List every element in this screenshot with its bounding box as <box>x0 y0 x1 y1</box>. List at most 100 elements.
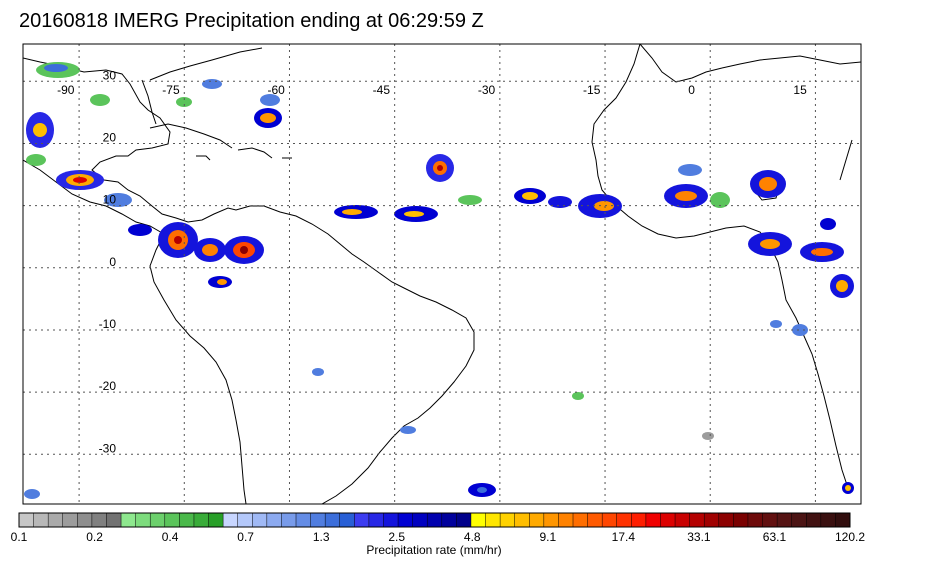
longitude-label: -75 <box>162 83 180 97</box>
coastlines <box>23 44 861 504</box>
longitude-label: -15 <box>583 83 601 97</box>
longitude-label: -45 <box>373 83 391 97</box>
page-title: 20160818 IMERG Precipitation ending at 0… <box>19 10 484 32</box>
colorbar-swatch <box>485 513 501 527</box>
colorbar-swatch <box>733 513 749 527</box>
colorbar-tick-label: 9.1 <box>539 530 556 544</box>
latitude-label: 10 <box>103 193 117 207</box>
colorbar-swatch <box>339 513 355 527</box>
colorbar-swatch <box>310 513 326 527</box>
colorbar-tick-label: 33.1 <box>687 530 711 544</box>
colorbar-swatch <box>62 513 78 527</box>
colorbar-swatch <box>529 513 545 527</box>
longitude-label: 0 <box>688 83 695 97</box>
coastline-central-america <box>23 57 251 223</box>
colorbar-swatch <box>33 513 49 527</box>
colorbar-swatch <box>325 513 341 527</box>
colorbar-swatch <box>354 513 370 527</box>
colorbar-swatch <box>835 513 851 527</box>
colorbar-swatch <box>19 513 34 527</box>
colorbar-swatch <box>135 513 151 527</box>
colorbar-swatch <box>675 513 691 527</box>
colorbar-tick-label: 2.5 <box>388 530 405 544</box>
colorbar-swatch <box>281 513 297 527</box>
colorbar-swatch <box>718 513 734 527</box>
colorbar-swatch <box>121 513 137 527</box>
colorbar-swatch <box>179 513 195 527</box>
colorbar-swatches <box>19 513 851 527</box>
colorbar-swatch <box>777 513 793 527</box>
coastline-red-sea <box>839 139 853 181</box>
colorbar-swatch <box>558 513 574 527</box>
colorbar-swatch <box>543 513 559 527</box>
latitude-label: 30 <box>103 68 117 82</box>
colorbar-tick-label: 1.3 <box>313 530 330 544</box>
coastline-jamaica <box>196 155 211 161</box>
colorbar-swatch <box>470 513 486 527</box>
colorbar-swatch <box>645 513 661 527</box>
gridlines <box>23 44 861 504</box>
colorbar-swatch <box>164 513 180 527</box>
colorbar-swatch <box>427 513 443 527</box>
colorbar-swatch <box>383 513 399 527</box>
coastline-west-africa <box>591 44 849 489</box>
colorbar-swatch <box>441 513 457 527</box>
colorbar-swatch <box>587 513 603 527</box>
colorbar-swatch <box>820 513 836 527</box>
colorbar-tick-labels: 0.1 0.2 0.4 0.7 1.3 2.5 4.8 9.1 17.4 33.1 63.1 120.… <box>11 530 866 544</box>
colorbar-swatch <box>747 513 763 527</box>
colorbar-swatch <box>77 513 93 527</box>
colorbar-swatch <box>48 513 64 527</box>
latitude-label: -10 <box>99 317 117 331</box>
colorbar-swatch <box>252 513 268 527</box>
colorbar-swatch <box>660 513 676 527</box>
colorbar-swatch <box>237 513 253 527</box>
colorbar-swatch <box>806 513 822 527</box>
coastline-hispaniola <box>237 147 273 159</box>
colorbar-swatch <box>704 513 720 527</box>
colorbar-tick-label: 63.1 <box>763 530 787 544</box>
colorbar-swatch <box>223 513 239 527</box>
colorbar-swatch <box>296 513 311 527</box>
colorbar-tick-label: 120.2 <box>835 530 865 544</box>
colorbar-tick-label: 0.1 <box>11 530 28 544</box>
colorbar-tick-label: 0.4 <box>162 530 179 544</box>
colorbar-swatch <box>616 513 632 527</box>
coastline-south-america <box>250 205 475 504</box>
colorbar-swatch <box>412 513 428 527</box>
colorbar-swatch <box>631 513 647 527</box>
coastline-mediterranean <box>721 55 861 69</box>
latitude-label: -30 <box>99 441 117 455</box>
colorbar-swatch <box>91 513 107 527</box>
colorbar-swatch <box>602 513 618 527</box>
colorbar-swatch <box>573 513 588 527</box>
coastline-us-east <box>149 47 263 81</box>
colorbar-frame <box>18 512 851 528</box>
colorbar-swatch <box>791 513 807 527</box>
colorbar-swatch <box>150 513 166 527</box>
coastline-iberia <box>639 44 723 83</box>
colorbar-swatch <box>398 513 414 527</box>
colorbar-tick-label: 0.7 <box>237 530 254 544</box>
colorbar-swatch <box>266 513 282 527</box>
colorbar-tick-label: 0.2 <box>86 530 103 544</box>
colorbar-swatch <box>514 513 530 527</box>
precipitation-cells <box>24 62 854 499</box>
colorbar-swatch <box>500 513 516 527</box>
coastline-mexico-west <box>23 159 165 235</box>
colorbar-swatch <box>208 513 224 527</box>
colorbar-swatch <box>368 513 384 527</box>
colorbar-swatch <box>193 513 209 527</box>
latitude-labels: 30 20 10 0 -10 -20 -30 <box>99 68 117 455</box>
colorbar-tick-label: 17.4 <box>612 530 636 544</box>
latitude-label: 0 <box>109 255 116 269</box>
longitude-label: -30 <box>478 83 496 97</box>
longitude-labels: -90 -75 -60 -45 -30 -15 0 15 <box>57 83 807 97</box>
colorbar-swatch <box>689 513 705 527</box>
colorbar-swatch <box>106 513 122 527</box>
latitude-label: -20 <box>99 379 117 393</box>
longitude-label: -60 <box>267 83 285 97</box>
colorbar-label: Precipitation rate (mm/hr) <box>366 543 501 557</box>
